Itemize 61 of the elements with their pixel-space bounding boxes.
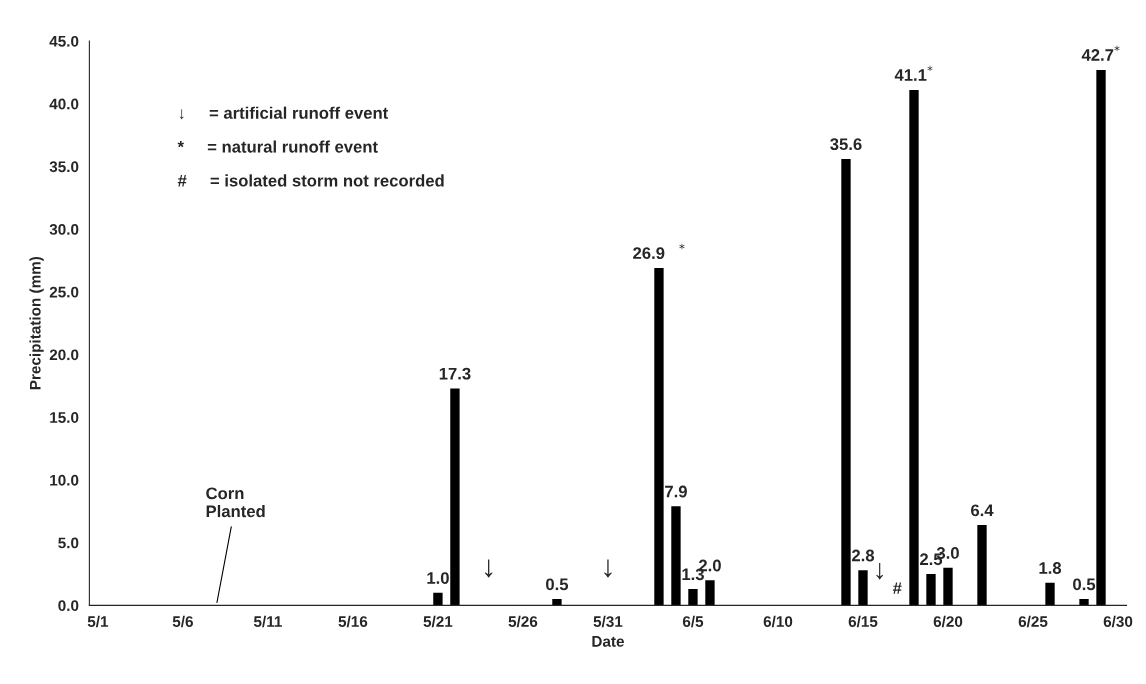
bar <box>926 573 936 606</box>
bar <box>552 599 562 606</box>
x-tick-label: 5/31 <box>593 615 623 628</box>
y-tick-label: 5.0 <box>58 537 79 549</box>
x-tick-label: 6/15 <box>848 615 878 628</box>
data-label: 7.9 <box>665 485 687 498</box>
data-label: 2.8 <box>851 549 875 562</box>
data-label: 6.4 <box>971 504 994 517</box>
bar <box>433 592 443 606</box>
bar <box>909 89 919 606</box>
bar <box>688 589 698 606</box>
bar <box>1096 69 1106 606</box>
y-tick-label: 30.0 <box>49 224 79 235</box>
annotation: # = isolated storm not recorded <box>177 174 444 187</box>
x-tick-label: 5/21 <box>423 615 453 628</box>
annotation: ↓ = artificial runoff event <box>179 106 389 120</box>
annotation: * = natural runoff event <box>177 140 378 153</box>
data-label: 35.6 <box>830 138 862 151</box>
y-tick-label: 15.0 <box>50 412 79 423</box>
bar <box>858 570 868 606</box>
annotation: Corn Planted <box>206 487 265 518</box>
bar <box>450 388 460 606</box>
x-tick-label: 5/16 <box>338 615 368 628</box>
data-label: 42.7$^{*}$ <box>1081 45 1120 61</box>
data-label: 26.9 $^{*}$ <box>633 243 685 260</box>
bar <box>1045 582 1055 606</box>
annotation: ↓ <box>876 563 883 580</box>
bar <box>977 525 987 606</box>
bar <box>705 580 715 606</box>
x-tick-label: 6/5 <box>682 615 704 628</box>
data-label: 1.8 <box>1039 562 1062 574</box>
x-axis-title: Date <box>592 636 624 647</box>
x-tick-label: 5/1 <box>87 615 109 628</box>
y-tick-label: 35.0 <box>49 161 79 173</box>
bar <box>841 158 851 606</box>
x-tick-label: 6/30 <box>1103 615 1133 628</box>
data-label: 1.0 <box>427 572 449 584</box>
x-tick-label: 5/26 <box>508 615 538 628</box>
y-tick-label: 0.0 <box>58 600 79 612</box>
bar <box>671 506 681 606</box>
data-label: 0.5 <box>1073 578 1096 591</box>
data-label: 0.5 <box>546 578 569 591</box>
x-tick-label: 6/10 <box>763 615 793 628</box>
x-tick-label: 6/20 <box>933 615 963 628</box>
annotation: # <box>892 582 902 594</box>
bar <box>654 268 664 606</box>
annotation: ↓ <box>485 559 493 578</box>
bar <box>943 567 953 606</box>
annotation: ↓ <box>604 559 612 578</box>
x-tick-label: 6/25 <box>1018 615 1048 628</box>
y-tick-label: 25.0 <box>49 286 79 298</box>
y-tick-label: 10.0 <box>50 474 79 486</box>
data-label: 41.1$^{*}$ <box>894 65 933 81</box>
y-axis-title: Precipitation (mm) <box>29 256 44 390</box>
x-tick-label: 5/6 <box>172 615 193 628</box>
data-label: 17.3 <box>439 367 471 380</box>
bar <box>1079 599 1089 606</box>
y-tick-label: 45.0 <box>49 35 79 47</box>
x-tick-label: 5/11 <box>253 615 282 628</box>
y-tick-label: 20.0 <box>49 349 79 361</box>
y-tick-label: 40.0 <box>49 98 79 110</box>
